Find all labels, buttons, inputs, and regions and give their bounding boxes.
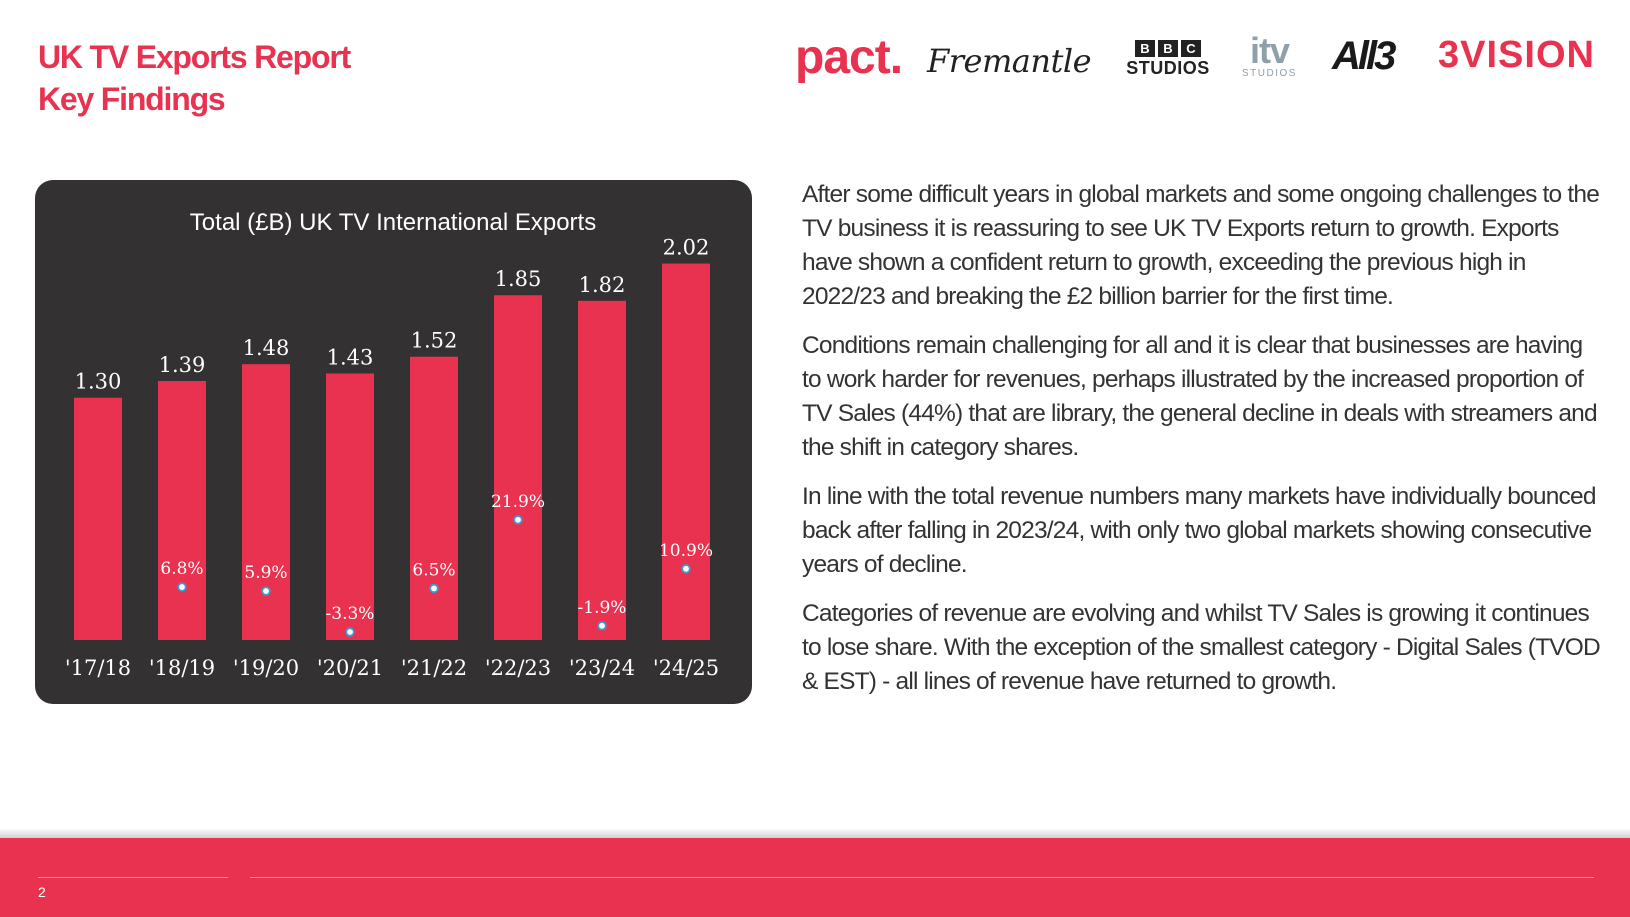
fremantle-logo: Fremantle [927, 42, 1092, 80]
paragraph-1: After some difficult years in global mar… [802, 181, 1600, 310]
paragraph-2: Conditions remain challenging for all an… [802, 332, 1598, 461]
growth-marker-4 [429, 583, 439, 594]
footer-shadow [0, 828, 1630, 838]
category-label-0: '17/18 [65, 656, 131, 680]
bar-2 [242, 364, 290, 640]
footer-divider-right [250, 877, 1594, 878]
value-label-7: 2.02 [663, 236, 710, 260]
bar-0 [74, 397, 122, 640]
itv-studios-logo: itv STUDIOS [1242, 30, 1297, 80]
growth-label-6: -1.9% [578, 598, 627, 618]
itv-studios-text: STUDIOS [1242, 68, 1297, 79]
bar-1 [158, 380, 206, 640]
category-label-5: '22/23 [485, 656, 551, 680]
value-label-6: 1.82 [579, 273, 626, 297]
value-label-3: 1.43 [327, 346, 374, 370]
growth-label-5: 21.9% [491, 492, 545, 512]
all3media-logo: All3 [1332, 34, 1396, 78]
itv-text: itv [1249, 30, 1290, 71]
growth-marker-1 [177, 582, 187, 592]
chart-title: Total (£B) UK TV International Exports [190, 209, 596, 236]
growth-marker-2 [261, 586, 271, 596]
bbc-studios-text: STUDIOS [1126, 58, 1210, 78]
growth-marker-6 [597, 621, 607, 631]
footer-band: 2 [0, 838, 1630, 917]
exports-bar-chart: Total (£B) UK TV International Exports 1… [65, 209, 719, 680]
bbc-block-c: C [1181, 40, 1201, 57]
category-label-7: '24/25 [653, 656, 719, 680]
footer-divider-left [38, 877, 228, 878]
paragraph-4: Categories of revenue are evolving and w… [802, 600, 1601, 695]
key-findings-text: After some difficult years in global mar… [802, 178, 1602, 714]
category-label-1: '18/19 [149, 656, 215, 680]
growth-label-4: 6.5% [412, 560, 455, 580]
bar-5 [494, 295, 542, 640]
paragraph-3: In line with the total revenue numbers m… [802, 483, 1596, 578]
growth-marker-3 [345, 627, 355, 637]
growth-label-2: 5.9% [244, 563, 287, 583]
growth-label-3: -3.3% [326, 604, 375, 624]
growth-marker-5 [513, 515, 523, 525]
3vision-logo: 3VISION [1438, 34, 1595, 76]
category-label-6: '23/24 [569, 656, 635, 680]
bar-6 [578, 300, 626, 640]
value-label-4: 1.52 [411, 329, 458, 353]
category-label-3: '20/21 [317, 656, 383, 680]
bar-3 [326, 373, 374, 640]
page-number: 2 [38, 884, 46, 900]
growth-label-1: 6.8% [160, 559, 203, 579]
exports-chart-panel: Total (£B) UK TV International Exports 1… [35, 180, 752, 704]
value-label-5: 1.85 [495, 267, 542, 291]
bbc-studios-logo: B B C STUDIOS [1122, 40, 1214, 79]
bbc-block-b2: B [1158, 40, 1178, 57]
title-line-1: UK TV Exports Report [38, 39, 351, 75]
page-title: UK TV Exports Report Key Findings [38, 36, 351, 120]
value-label-0: 1.30 [75, 370, 122, 394]
growth-marker-7 [681, 564, 691, 574]
bbc-block-b1: B [1135, 40, 1155, 57]
bar-7 [662, 263, 710, 640]
category-label-4: '21/22 [401, 656, 467, 680]
value-label-2: 1.48 [243, 336, 290, 360]
partner-logos: pact. Fremantle B B C STUDIOS itv STUDIO… [790, 30, 1600, 90]
bar-4 [410, 356, 458, 640]
value-label-1: 1.39 [159, 353, 206, 377]
title-line-2: Key Findings [38, 81, 226, 117]
category-label-2: '19/20 [233, 656, 299, 680]
growth-label-7: 10.9% [659, 541, 713, 561]
pact-logo: pact. [795, 31, 903, 84]
